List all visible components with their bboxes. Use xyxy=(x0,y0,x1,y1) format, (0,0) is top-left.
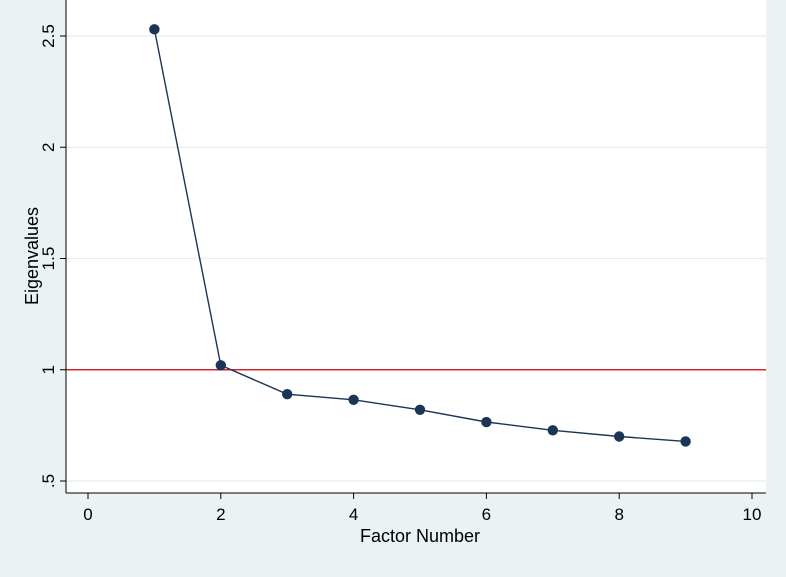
x-axis-title: Factor Number xyxy=(360,526,480,546)
y-axis-title: Eigenvalues xyxy=(22,207,42,305)
y-tick-label: .5 xyxy=(39,474,58,488)
data-point xyxy=(282,389,293,400)
y-tick-label: 2 xyxy=(39,143,58,152)
ticks: .5 1 1.5 2 2.5 0 2 4 6 8 10 xyxy=(39,24,761,524)
data-point xyxy=(547,425,558,436)
x-tick-label: 0 xyxy=(83,505,92,524)
data-point xyxy=(149,24,160,35)
x-tick-label: 2 xyxy=(216,505,225,524)
data-point xyxy=(414,404,426,415)
y-tick-label: 1.5 xyxy=(39,247,58,271)
x-tick-label: 4 xyxy=(349,505,358,524)
axes xyxy=(65,0,766,494)
y-tick-label: 2.5 xyxy=(39,24,58,48)
data-point xyxy=(680,436,691,447)
y-tick-label: 1 xyxy=(39,365,58,374)
data-point xyxy=(614,431,625,442)
data-point xyxy=(215,360,226,371)
x-tick-label: 6 xyxy=(482,505,491,524)
data-points xyxy=(149,24,691,447)
plot-area xyxy=(66,0,766,493)
data-point xyxy=(348,394,359,405)
x-tick-label: 8 xyxy=(614,505,623,524)
data-point xyxy=(481,416,492,428)
x-tick-label: 10 xyxy=(743,505,762,524)
